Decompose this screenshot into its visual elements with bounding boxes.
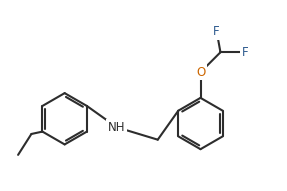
Text: O: O [196, 66, 205, 79]
Text: F: F [213, 25, 220, 38]
Text: NH: NH [108, 121, 126, 134]
Text: F: F [242, 46, 249, 59]
